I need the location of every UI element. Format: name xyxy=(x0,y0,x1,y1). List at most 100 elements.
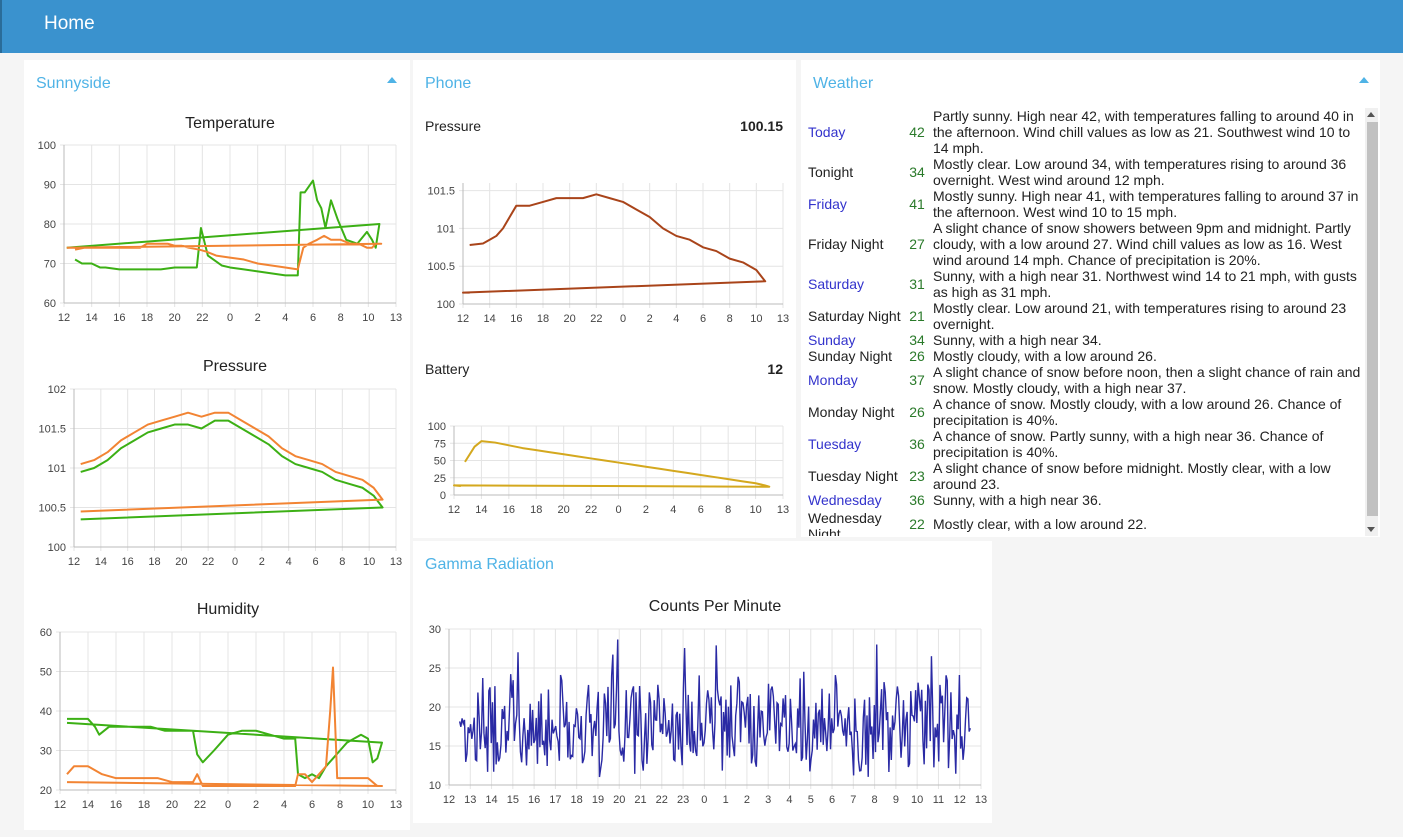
page-title[interactable]: Home xyxy=(44,13,95,34)
humidity-chart: Humidity 12 14 16 18 20 22 0 2 4 6 8 10 13 20 30 40 50 60 xyxy=(40,601,402,811)
forecast-day: Tonight xyxy=(808,164,854,180)
humidity-x-tick: 22 xyxy=(194,799,206,811)
temperature-x-tick: 8 xyxy=(338,312,344,324)
phone-battery-x-tick: 8 xyxy=(725,504,731,516)
phone-pressure-x-tick: 13 xyxy=(777,313,789,325)
forecast-temp: 41 xyxy=(909,196,925,212)
pressure-x-tick: 13 xyxy=(390,556,402,568)
pressure-x-tick: 16 xyxy=(122,556,134,568)
temperature-y-tick: 70 xyxy=(44,259,56,271)
scroll-up-icon[interactable] xyxy=(1367,112,1375,117)
humidity-x-tick: 12 xyxy=(54,799,66,811)
phone-pressure-x-tick: 4 xyxy=(673,313,679,325)
humidity-series-1 xyxy=(66,717,383,780)
temperature-chart-title: Temperature xyxy=(185,115,275,132)
phone-battery-x-tick: 14 xyxy=(475,504,487,516)
phone-pressure-y-tick: 101 xyxy=(437,223,455,235)
phone-pressure-x-tick: 0 xyxy=(620,313,626,325)
phone-battery-value: 12 xyxy=(767,361,783,377)
temperature-x-tick: 2 xyxy=(255,312,261,324)
phone-battery-chart: 12 14 16 18 20 22 0 2 4 6 8 10 13 0 25 50 75 100 xyxy=(428,421,789,516)
humidity-x-tick: 14 xyxy=(82,799,94,811)
forecast-row: Tuesday 36 A chance of snow. Partly sunny,… xyxy=(808,428,1361,460)
phone-pressure-x-tick: 6 xyxy=(700,313,706,325)
humidity-x-tick: 20 xyxy=(166,799,178,811)
sunnyside-panel: Sunnyside Temperature 12 14 16 18 20 22 0 2 4 6 8 10… xyxy=(24,60,410,830)
collapse-caret-icon[interactable] xyxy=(387,77,397,83)
gamma-x-tick: 15 xyxy=(507,794,519,806)
forecast-description: Mostly clear, with a low around 22. xyxy=(933,516,1147,532)
gamma-y-tick: 25 xyxy=(429,663,441,675)
phone-pressure-x-tick: 10 xyxy=(750,313,762,325)
phone-battery-x-tick: 4 xyxy=(670,504,676,516)
forecast-row: Sunday 34 Sunny, with a high near 34. xyxy=(808,332,1361,348)
phone-battery-y-tick: 100 xyxy=(428,421,446,433)
scrollbar[interactable] xyxy=(1365,108,1378,536)
forecast-row: Sunday Night 26 Mostly cloudy, with a low … xyxy=(808,348,1361,364)
gamma-series-1 xyxy=(458,639,972,778)
phone-battery-y-tick: 50 xyxy=(434,456,446,468)
pressure-series-2 xyxy=(80,411,384,513)
gamma-panel: Gamma Radiation Counts Per Minute 12 13 14 1… xyxy=(413,541,992,823)
weather-panel: Weather Today 42 Partly sunny. High near 4… xyxy=(801,60,1380,537)
temperature-y-tick: 90 xyxy=(44,180,56,192)
phone-pressure-value: 100.15 xyxy=(740,118,783,134)
forecast-description: A slight chance of snow showers between … xyxy=(933,220,1351,268)
phone-pressure-y-tick: 100 xyxy=(437,299,455,311)
gamma-x-tick: 7 xyxy=(850,794,856,806)
humidity-x-tick: 2 xyxy=(253,799,259,811)
forecast-temp: 22 xyxy=(909,516,925,532)
humidity-x-tick: 0 xyxy=(225,799,231,811)
humidity-chart-title: Humidity xyxy=(197,601,259,618)
temperature-series-1 xyxy=(66,179,381,277)
gamma-y-tick: 15 xyxy=(429,741,441,753)
forecast-row: Friday 41 Mostly sunny. High near 41, with… xyxy=(808,188,1361,220)
forecast-row: Today 42 Partly sunny. High near 42, with … xyxy=(808,108,1361,156)
gamma-x-tick: 8 xyxy=(872,794,878,806)
pressure-x-tick: 10 xyxy=(363,556,375,568)
forecast-day: Wednesday xyxy=(808,492,882,508)
temperature-x-tick: 12 xyxy=(58,312,70,324)
phone-panel: Phone Pressure 100.15 12 14 16 18 20 22 0 2 4 6 8 1… xyxy=(413,60,796,538)
forecast-description: Sunny, with a high near 34. xyxy=(933,332,1102,348)
phone-pressure-label: Pressure xyxy=(425,118,482,134)
gamma-x-tick: 12 xyxy=(954,794,966,806)
forecast-temp: 42 xyxy=(909,124,925,140)
pressure-x-tick: 20 xyxy=(175,556,187,568)
humidity-x-tick: 6 xyxy=(309,799,315,811)
humidity-y-tick: 50 xyxy=(40,667,52,679)
phone-title: Phone xyxy=(425,75,472,92)
forecast-description: Mostly cloudy, with a low around 26. xyxy=(933,348,1157,364)
gamma-x-tick: 9 xyxy=(893,794,899,806)
humidity-y-tick: 60 xyxy=(40,627,52,639)
phone-battery-x-tick: 16 xyxy=(503,504,515,516)
humidity-x-tick: 13 xyxy=(390,799,402,811)
temperature-x-tick: 20 xyxy=(169,312,181,324)
scrollbar-thumb[interactable] xyxy=(1367,122,1378,516)
phone-battery-label: Battery xyxy=(425,361,470,377)
humidity-y-tick: 40 xyxy=(40,706,52,718)
forecast-row: Saturday Night 21 Mostly clear. Low around… xyxy=(808,300,1361,332)
humidity-x-tick: 18 xyxy=(138,799,150,811)
gamma-x-tick: 11 xyxy=(933,794,944,806)
forecast-day: Monday xyxy=(808,372,858,388)
phone-pressure-x-tick: 16 xyxy=(510,313,522,325)
pressure-series-1 xyxy=(80,419,384,521)
gamma-x-tick: 10 xyxy=(911,794,923,806)
gamma-x-tick: 20 xyxy=(613,794,625,806)
forecast-description: A slight chance of snow before noon, the… xyxy=(933,364,1361,396)
gamma-x-tick: 1 xyxy=(723,794,729,806)
scroll-down-icon[interactable] xyxy=(1367,527,1375,532)
phone-pressure-series-1 xyxy=(462,193,767,294)
pressure-x-tick: 12 xyxy=(68,556,80,568)
forecast-description: Sunny, with a high near 36. xyxy=(933,492,1102,508)
phone-battery-series-1 xyxy=(453,440,771,488)
temperature-y-tick: 80 xyxy=(44,219,56,231)
gamma-x-tick: 0 xyxy=(701,794,707,806)
gamma-y-tick: 30 xyxy=(429,624,441,636)
forecast-row: Friday Night 27 A slight chance of snow sh… xyxy=(808,220,1361,268)
gamma-x-tick: 13 xyxy=(464,794,476,806)
collapse-caret-icon[interactable] xyxy=(1359,77,1369,83)
forecast-row: Monday 37 A slight chance of snow before n… xyxy=(808,364,1361,396)
forecast-temp: 26 xyxy=(909,348,925,364)
